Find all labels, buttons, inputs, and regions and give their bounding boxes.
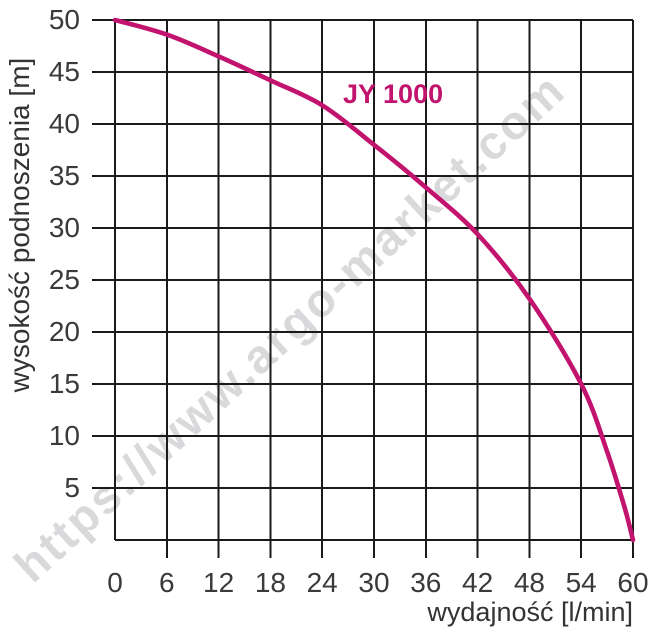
y-tick-label: 10 [48,420,80,451]
x-tick-label: 42 [462,567,494,598]
y-tick-label: 40 [48,108,80,139]
y-tick-label: 15 [48,368,80,399]
x-tick-label: 30 [358,567,390,598]
y-tick-label: 20 [48,316,80,347]
y-tick-label: 5 [64,472,80,503]
x-tick-label: 48 [513,567,545,598]
x-tick-label: 24 [306,567,338,598]
x-tick-label: 60 [617,567,649,598]
x-axis-title: wydajność [l/min] [427,597,633,627]
y-tick-label: 30 [48,212,80,243]
x-tick-label: 6 [159,567,175,598]
grid-lines [92,19,634,541]
axis-ticks [165,540,634,558]
x-tick-label: 18 [254,567,286,598]
y-tick-label: 45 [48,56,80,87]
x-tick-label: 0 [107,567,123,598]
y-tick-label: 25 [48,264,80,295]
x-tick-label: 54 [565,567,597,598]
y-tick-label: 50 [48,4,80,35]
curve-series-label: JY 1000 [343,79,444,109]
x-tick-label: 36 [410,567,442,598]
x-tick-label: 12 [203,567,235,598]
y-tick-label: 35 [48,160,80,191]
pump-curve-jy1000 [112,17,636,543]
